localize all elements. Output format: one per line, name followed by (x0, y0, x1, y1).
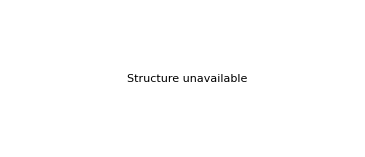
Text: Structure unavailable: Structure unavailable (127, 74, 247, 84)
